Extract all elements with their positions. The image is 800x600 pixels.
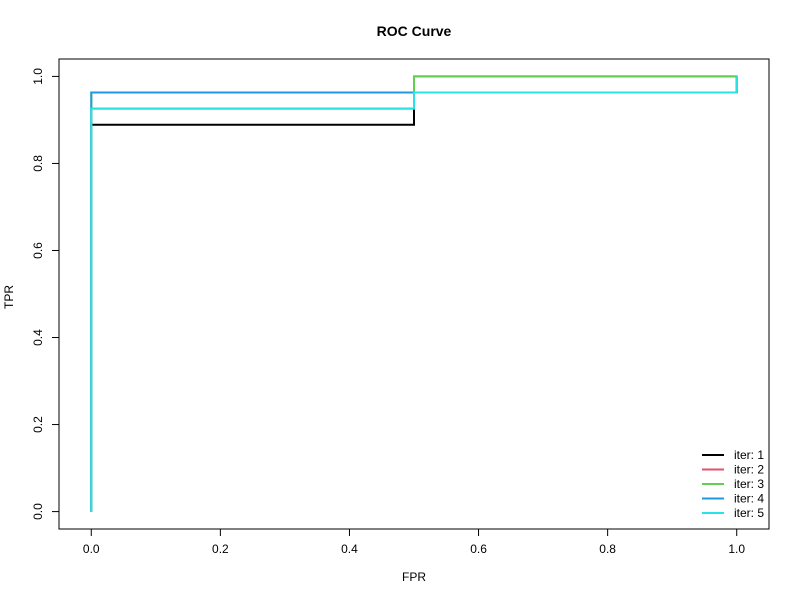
series-line-1 (90, 76, 738, 512)
x-axis: 0.0 0.2 0.4 0.6 0.8 1.0 (83, 528, 745, 556)
series-line-2 (90, 75, 737, 512)
x-tick-label: 0.8 (599, 542, 616, 556)
legend-label-5: iter: 5 (734, 506, 764, 520)
x-tick-label: 1.0 (728, 542, 745, 556)
legend-label-3: iter: 3 (734, 477, 764, 491)
y-tick-label: 0.6 (31, 242, 45, 259)
series-line-5 (90, 76, 738, 512)
y-tick-label: 1.0 (31, 68, 45, 85)
y-tick-label: 0.8 (31, 155, 45, 172)
y-axis: 0.0 0.2 0.4 0.6 0.8 1.0 (31, 68, 60, 520)
x-tick-label: 0.0 (83, 542, 100, 556)
y-tick-label: 0.4 (31, 329, 45, 346)
x-tick-label: 0.4 (341, 542, 358, 556)
chart-title: ROC Curve (377, 23, 452, 39)
y-axis-label: TPR (2, 285, 16, 309)
plot-box (58, 58, 770, 530)
y-tick-label: 0.2 (31, 416, 45, 433)
series-line-3 (90, 75, 738, 512)
x-axis-label: FPR (402, 570, 426, 584)
legend-label-2: iter: 2 (734, 463, 764, 477)
series-line-4 (90, 91, 737, 512)
legend-label-1: iter: 1 (734, 448, 764, 462)
series-layer (90, 75, 738, 512)
x-tick-label: 0.2 (212, 542, 229, 556)
x-tick-label: 0.6 (470, 542, 487, 556)
y-tick-label: 0.0 (31, 503, 45, 520)
legend-label-4: iter: 4 (734, 492, 764, 506)
